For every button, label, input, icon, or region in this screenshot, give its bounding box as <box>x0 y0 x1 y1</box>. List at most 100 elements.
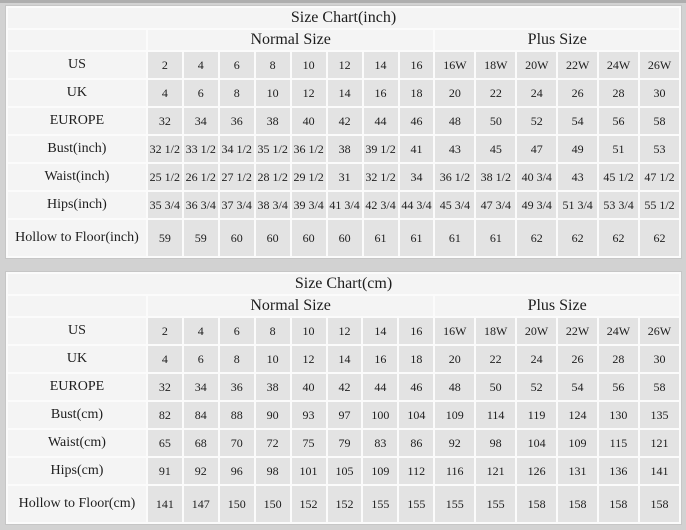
size-value-cell: 24 <box>517 80 557 106</box>
size-value-cell: 12 <box>291 346 326 372</box>
size-value-cell: 20 <box>435 80 475 106</box>
row-label: Hollow to Floor(inch) <box>8 220 146 256</box>
size-value-cell: 155 <box>399 486 434 522</box>
size-value-cell: 98 <box>476 430 516 456</box>
size-value-cell: 44 <box>363 108 398 134</box>
window-top-edge <box>0 0 686 3</box>
size-value-cell: 109 <box>558 430 597 456</box>
table-row: Hollow to Floor(inch) 59 59 60 60 60 60 61 61 61 6… <box>8 220 679 256</box>
size-value-cell: 119 <box>517 402 557 428</box>
size-value-cell: 158 <box>517 486 557 522</box>
size-value-cell: 45 <box>476 136 516 162</box>
size-value-cell: 158 <box>558 486 597 522</box>
size-value-cell: 98 <box>255 458 290 484</box>
size-value-cell: 28 1/2 <box>255 164 290 190</box>
size-value-cell: 90 <box>255 402 290 428</box>
size-value-cell: 100 <box>363 402 398 428</box>
size-value-cell: 86 <box>399 430 434 456</box>
size-value-cell: 55 1/2 <box>640 192 679 218</box>
size-value-cell: 36 3/4 <box>183 192 218 218</box>
size-value-cell: 22W <box>558 318 597 344</box>
plus-size-header: Plus Size <box>435 296 679 316</box>
row-label: UK <box>8 80 146 106</box>
size-value-cell: 49 3/4 <box>517 192 557 218</box>
size-value-cell: 109 <box>363 458 398 484</box>
table-row: Waist(cm) 65 68 70 72 75 79 83 86 92 98 104 109 115 12… <box>8 430 679 456</box>
size-value-cell: 47 1/2 <box>640 164 679 190</box>
size-value-cell: 28 <box>598 346 638 372</box>
size-value-cell: 10 <box>255 80 290 106</box>
size-value-cell: 47 3/4 <box>476 192 516 218</box>
size-value-cell: 16 <box>363 80 398 106</box>
table-row: Bust(inch) 32 1/2 33 1/2 34 1/2 35 1/2 36 1/2… <box>8 136 679 162</box>
size-value-cell: 27 1/2 <box>219 164 254 190</box>
size-value-cell: 75 <box>291 430 326 456</box>
size-value-cell: 31 <box>327 164 362 190</box>
size-value-cell: 97 <box>327 402 362 428</box>
size-value-cell: 22 <box>476 346 516 372</box>
size-value-cell: 158 <box>598 486 638 522</box>
size-value-cell: 6 <box>219 52 254 78</box>
size-value-cell: 68 <box>183 430 218 456</box>
size-value-cell: 54 <box>558 108 598 134</box>
size-value-cell: 61 <box>363 220 398 256</box>
size-value-cell: 150 <box>255 486 290 522</box>
size-value-cell: 6 <box>219 318 254 344</box>
size-value-cell: 155 <box>435 486 475 522</box>
table-row: Hollow to Floor(cm) 141 147 150 150 152 152 155… <box>8 486 679 522</box>
size-value-cell: 35 3/4 <box>147 192 182 218</box>
size-value-cell: 26W <box>639 318 679 344</box>
size-value-cell: 24W <box>599 52 638 78</box>
table-title-row: Size Chart(cm) <box>8 274 679 294</box>
row-label: Waist(cm) <box>8 430 146 456</box>
size-value-cell: 32 1/2 <box>363 164 398 190</box>
size-value-cell: 41 3/4 <box>327 192 362 218</box>
size-value-cell: 36 1/2 <box>291 136 326 162</box>
table-title: Size Chart(inch) <box>8 8 679 28</box>
size-value-cell: 109 <box>435 402 475 428</box>
size-value-cell: 51 <box>599 136 638 162</box>
size-value-cell: 38 1/2 <box>476 164 516 190</box>
size-value-cell: 20W <box>517 52 557 78</box>
row-label: Hips(inch) <box>8 192 146 218</box>
normal-size-header: Normal Size <box>147 30 434 50</box>
size-value-cell: 26 1/2 <box>183 164 218 190</box>
size-value-cell: 14 <box>363 52 398 78</box>
plus-size-header: Plus Size <box>435 30 679 50</box>
size-value-cell: 4 <box>147 80 182 106</box>
size-value-cell: 10 <box>255 346 290 372</box>
size-value-cell: 29 1/2 <box>291 164 326 190</box>
size-value-cell: 136 <box>598 458 638 484</box>
size-value-cell: 4 <box>147 346 182 372</box>
size-value-cell: 112 <box>399 458 434 484</box>
size-value-cell: 44 <box>363 374 398 400</box>
table-row: UK 4 6 8 10 12 14 16 18 20 22 24 26 28 30 <box>8 346 679 372</box>
size-value-cell: 26 <box>558 346 597 372</box>
size-value-cell: 105 <box>327 458 362 484</box>
size-value-cell: 37 3/4 <box>219 192 254 218</box>
size-value-cell: 135 <box>639 402 679 428</box>
table-row: US 2 4 6 8 10 12 14 16 16W 18W 20W 22W 24W 26W <box>8 52 679 78</box>
size-value-cell: 16 <box>363 346 398 372</box>
size-value-cell: 48 <box>435 374 475 400</box>
size-value-cell: 47 <box>517 136 557 162</box>
size-value-cell: 84 <box>183 402 218 428</box>
size-value-cell: 25 1/2 <box>147 164 182 190</box>
size-value-cell: 92 <box>435 430 475 456</box>
size-value-cell: 18 <box>399 80 434 106</box>
size-value-cell: 53 3/4 <box>599 192 638 218</box>
size-value-cell: 60 <box>291 220 326 256</box>
table-title-row: Size Chart(inch) <box>8 8 679 28</box>
column-group-header-row: Normal Size Plus Size <box>8 30 679 50</box>
size-value-cell: 34 <box>183 108 218 134</box>
size-value-cell: 56 <box>599 108 638 134</box>
size-value-cell: 34 <box>399 164 434 190</box>
size-value-cell: 91 <box>147 458 182 484</box>
size-value-cell: 96 <box>219 458 254 484</box>
size-value-cell: 52 <box>517 108 557 134</box>
size-value-cell: 40 3/4 <box>517 164 557 190</box>
size-value-cell: 38 3/4 <box>255 192 290 218</box>
size-value-cell: 92 <box>183 458 218 484</box>
row-label: US <box>8 52 146 78</box>
size-value-cell: 8 <box>219 80 254 106</box>
